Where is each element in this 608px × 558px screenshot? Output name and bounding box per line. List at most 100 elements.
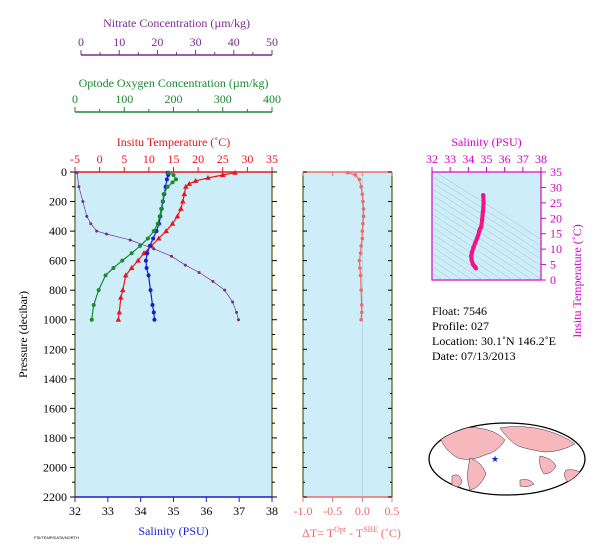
density-contour [432, 239, 493, 280]
salinity-point [164, 177, 169, 182]
ts-point [476, 232, 481, 237]
temperature-tick-label: -5 [70, 152, 80, 166]
temperature-point [183, 183, 189, 189]
temperature-point [169, 220, 176, 226]
ts-temperature-tick-label: 10 [550, 242, 562, 256]
oxygen-point [91, 302, 96, 307]
ts-salinity-tick-label: 38 [535, 152, 547, 166]
temperature-point [232, 169, 238, 175]
density-contour [432, 201, 541, 273]
salinity-axis-title: Salinity (PSU) [138, 524, 208, 538]
dt-tick-label: -1.0 [294, 504, 313, 518]
oxygen-tick-label: 0 [72, 92, 78, 106]
dt-point [360, 229, 365, 233]
nitrate-point [211, 279, 215, 283]
nitrate-axis-title: Nitrate Concentration (µm/kg) [103, 16, 250, 30]
dt-point [358, 251, 363, 256]
ts-point [469, 250, 475, 255]
dt-point [359, 288, 363, 292]
float-info: Float: 7546 Profile: 027 Location: 30.1˚… [432, 304, 556, 364]
temperature-tick-label: 5 [121, 152, 127, 166]
dt-point [358, 266, 362, 270]
ts-salinity-tick-label: 37 [517, 152, 529, 166]
nitrate-point [231, 300, 235, 304]
nitrate-point [128, 238, 132, 242]
oxygen-point [155, 221, 160, 226]
ts-point [480, 209, 486, 215]
ts-temperature-tick-label: 5 [550, 258, 556, 272]
nitrate-tick-label: 0 [78, 35, 84, 49]
ts-temperature-axis-title: Insitu Temperature (˚C) [570, 224, 584, 338]
float-number: Float: 7546 [432, 304, 488, 318]
oxygen-point [129, 251, 134, 256]
float-location-marker: ★ [491, 455, 499, 465]
nitrate-point [77, 185, 81, 189]
temperature-point [135, 257, 141, 263]
ts-point [469, 253, 474, 259]
density-contour [432, 176, 541, 247]
pressure-tick-label: 1400 [43, 372, 67, 386]
ts-temperature-tick-label: 30 [550, 180, 562, 194]
salinity-tick-label: 37 [233, 504, 245, 518]
temperature-tick-label: 30 [241, 152, 253, 166]
ts-salinity-tick-label: 36 [499, 152, 511, 166]
ts-point [481, 192, 486, 198]
salinity-point [146, 273, 151, 278]
oxygen-tick-label: 100 [115, 92, 133, 106]
pressure-tick-label: 2200 [43, 490, 67, 504]
nitrate-point [183, 263, 187, 267]
salinity-point [144, 266, 149, 271]
oxygen-point [111, 266, 116, 271]
footer-note: FSI/TEMP/DATA/NORTH [34, 535, 79, 540]
landmass [439, 427, 506, 460]
oxygen-tick-label: 200 [165, 92, 183, 106]
temperature-tick-label: 0 [97, 152, 103, 166]
temperature-profile-line [117, 172, 236, 320]
nitrate-point [152, 247, 156, 251]
oxygen-tick-label: 300 [214, 92, 232, 106]
ts-temperature-tick-label: 20 [550, 211, 562, 225]
temperature-point [205, 174, 211, 180]
density-contour [432, 188, 541, 260]
dt-point [360, 192, 365, 196]
oxygen-point [171, 172, 176, 177]
density-contour [432, 194, 541, 267]
ts-point [469, 257, 474, 263]
dt-point [359, 310, 364, 315]
density-contour [432, 246, 483, 280]
dt-point [358, 273, 363, 278]
ts-plot-background [431, 171, 542, 281]
date: Date: 07/13/2013 [432, 349, 516, 363]
ts-point [479, 217, 485, 223]
dt-point [353, 173, 358, 177]
nitrate-point [237, 318, 241, 322]
nitrate-point [105, 232, 109, 236]
pressure-tick-label: 2000 [43, 460, 67, 474]
pressure-tick-label: 200 [49, 195, 67, 209]
salinity-point [151, 236, 156, 241]
dt-point [361, 214, 366, 219]
temperature-point [122, 272, 129, 278]
nitrate-tick-label: 20 [151, 35, 163, 49]
nitrate-tick-label: 30 [190, 35, 202, 49]
temperature-axis-title: Insitu Temperature (˚C) [117, 135, 231, 149]
oxygen-point [145, 236, 150, 241]
temperature-point [181, 191, 188, 197]
ts-point [481, 200, 486, 206]
oxygen-axis-title: Optode Oxygen Concentration (µm/kg) [79, 76, 269, 90]
temperature-point [192, 177, 199, 183]
oxygen-point [96, 288, 101, 293]
landmass [539, 455, 557, 475]
oxygen-point [160, 199, 165, 204]
main-plot-background [75, 172, 272, 497]
temperature-point [115, 316, 122, 322]
temperature-point [163, 228, 169, 234]
pressure-tick-label: 1200 [43, 342, 67, 356]
pressure-tick-label: 0 [61, 165, 67, 179]
salinity-tick-label: 38 [266, 504, 278, 518]
temperature-point [128, 265, 135, 271]
ts-point [471, 245, 476, 250]
salinity-tick-label: 32 [69, 504, 81, 518]
salinity-point [148, 288, 153, 293]
ts-density-contours [432, 172, 541, 280]
